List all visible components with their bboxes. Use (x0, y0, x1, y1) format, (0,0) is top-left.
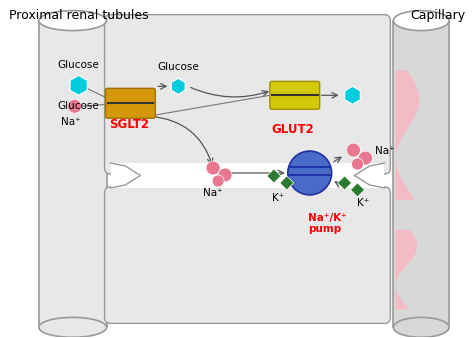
FancyBboxPatch shape (105, 187, 391, 323)
Text: Glucose: Glucose (157, 63, 199, 72)
Ellipse shape (39, 11, 107, 30)
Polygon shape (171, 78, 185, 94)
Ellipse shape (393, 317, 449, 337)
Text: Na⁺: Na⁺ (203, 188, 223, 198)
Ellipse shape (218, 168, 232, 182)
Polygon shape (345, 86, 360, 104)
Text: GLUT2: GLUT2 (272, 123, 315, 136)
Polygon shape (267, 169, 281, 183)
Ellipse shape (39, 317, 107, 337)
Text: Na⁺: Na⁺ (61, 117, 81, 127)
FancyBboxPatch shape (106, 88, 155, 118)
Ellipse shape (288, 151, 332, 195)
Ellipse shape (212, 175, 224, 187)
Ellipse shape (352, 158, 364, 170)
Text: Proximal renal tubules: Proximal renal tubules (9, 9, 148, 22)
Ellipse shape (393, 11, 449, 30)
Ellipse shape (68, 99, 82, 113)
Text: Na⁺/K⁺
pump: Na⁺/K⁺ pump (308, 213, 346, 235)
FancyBboxPatch shape (270, 81, 319, 109)
Text: Glucose: Glucose (58, 101, 100, 111)
Ellipse shape (358, 151, 373, 165)
Polygon shape (395, 230, 417, 309)
Text: SGLT2: SGLT2 (109, 118, 149, 131)
Bar (393, 21, 449, 327)
Text: Capillary: Capillary (410, 9, 465, 22)
Ellipse shape (346, 143, 361, 157)
Polygon shape (280, 176, 294, 190)
FancyBboxPatch shape (105, 15, 391, 174)
Ellipse shape (206, 161, 220, 175)
Polygon shape (70, 75, 87, 95)
Polygon shape (395, 70, 419, 200)
Polygon shape (351, 183, 365, 197)
Text: K⁺: K⁺ (272, 193, 284, 203)
Bar (39, 21, 107, 327)
Polygon shape (337, 176, 352, 190)
Text: K⁺: K⁺ (357, 198, 370, 208)
Text: Glucose: Glucose (58, 61, 100, 70)
Text: Na⁺: Na⁺ (375, 146, 395, 156)
Polygon shape (110, 163, 384, 188)
